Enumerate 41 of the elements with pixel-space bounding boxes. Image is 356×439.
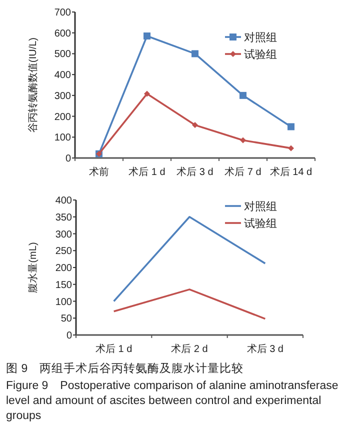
y-tick-label: 300 <box>54 90 72 102</box>
legend-label: 对照组 <box>244 200 277 213</box>
y-tick-label: 100 <box>54 132 72 144</box>
point <box>240 137 246 144</box>
x-tick-label: 术后 14 d <box>270 166 312 178</box>
point <box>192 122 198 128</box>
point <box>288 123 294 130</box>
y-tick-label: 100 <box>55 296 72 308</box>
y-tick-label: 0 <box>66 330 72 342</box>
y-tick-label: 200 <box>54 112 72 123</box>
y-tick-label: 150 <box>55 280 72 291</box>
y-axis-title: 腹水量(mL) <box>27 242 39 293</box>
y-tick-label: 700 <box>54 8 72 18</box>
point <box>288 145 294 152</box>
x-tick-label: 术后 1 d <box>95 343 132 355</box>
x-tick-label: 术前 <box>89 166 109 178</box>
y-tick-label: 200 <box>55 263 72 274</box>
y-tick-label: 600 <box>54 28 72 40</box>
y-tick-label: 350 <box>55 212 72 224</box>
x-tick-label: 术后 2 d <box>171 343 208 355</box>
caption: 图 9 两组手术后谷丙转氨酶及腹水计量比较 <box>6 362 245 377</box>
x-tick-label: 术后 7 d <box>224 166 262 178</box>
y-tick-label: 50 <box>60 314 72 325</box>
caption: Figure 9 Postoperative comparison of alanine aminotransferase level and amount of ascites between control and experimental groups <box>6 379 340 424</box>
legend-label: 试验组 <box>244 48 277 61</box>
point <box>240 92 246 99</box>
y-tick-label: 500 <box>54 49 72 60</box>
y-tick-label: 400 <box>55 196 72 206</box>
legend-label: 对照组 <box>244 31 277 44</box>
y-tick-label: 300 <box>55 229 72 240</box>
point <box>144 90 150 97</box>
y-axis-title: 谷丙转氨酶数值(IU/L) <box>27 38 39 132</box>
y-tick-label: 400 <box>54 70 72 82</box>
x-tick-label: 术后 3 d <box>246 343 284 355</box>
x-tick-label: 术后 3 d <box>176 166 214 178</box>
point <box>192 50 198 58</box>
x-tick-label: 术后 1 d <box>128 166 166 178</box>
y-tick-label: 0 <box>65 154 72 164</box>
y-tick-label: 250 <box>55 246 72 258</box>
point <box>144 32 150 40</box>
legend-label: 试验组 <box>244 217 277 230</box>
